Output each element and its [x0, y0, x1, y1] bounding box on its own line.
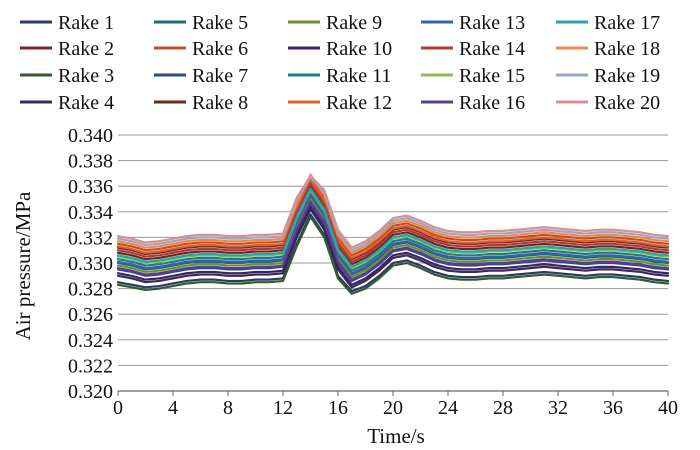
legend-label: Rake 19 [594, 65, 660, 87]
y-tick-label: 0.336 [68, 176, 113, 198]
legend-item: Rake 1 [20, 12, 114, 34]
y-tick-label: 0.332 [68, 227, 113, 249]
x-axis-title: Time/s [367, 424, 425, 448]
legend-item: Rake 2 [20, 38, 114, 60]
legend-label: Rake 6 [192, 38, 248, 60]
legend-item: Rake 9 [288, 12, 382, 34]
x-tick-labels: 0 4 8 12 16 20 24 28 32 36 40 [113, 397, 678, 419]
y-tick-label: 0.320 [68, 381, 113, 403]
legend-label: Rake 7 [192, 65, 248, 87]
series-line-rake-18 [116, 173, 670, 254]
series-line-rake-4 [116, 208, 670, 289]
legend-item: Rake 4 [20, 92, 114, 114]
legend-item: Rake 13 [421, 12, 525, 34]
legend-item: Rake 11 [288, 65, 391, 87]
x-tick-label: 16 [328, 397, 348, 419]
legend-label: Rake 11 [326, 65, 391, 87]
legend-item: Rake 18 [556, 38, 660, 60]
legend-label: Rake 18 [594, 38, 660, 60]
legend-label: Rake 12 [326, 92, 392, 114]
y-tick-label: 0.330 [68, 253, 113, 275]
series-line-rake-17 [116, 187, 670, 268]
y-tick-label: 0.324 [68, 330, 113, 352]
legend-label: Rake 9 [326, 12, 382, 34]
series-line-rake-14 [116, 182, 670, 263]
legend-item: Rake 7 [154, 65, 248, 87]
legend-label: Rake 1 [58, 12, 114, 34]
y-tick-label: 0.326 [68, 304, 113, 326]
legend-item: Rake 17 [556, 12, 660, 34]
legend-label: Rake 2 [58, 38, 114, 60]
y-tick-label: 0.328 [68, 279, 113, 301]
series-line-rake-16 [116, 200, 670, 281]
y-tick-labels: 0.320 0.322 0.324 0.326 0.328 0.330 0.332 0.334… [68, 125, 113, 403]
x-tick-label: 28 [493, 397, 513, 419]
y-axis-title: Air pressure/MPa [11, 191, 35, 340]
legend-item: Rake 10 [288, 38, 392, 60]
x-tick-label: 40 [658, 397, 678, 419]
x-tick-label: 0 [113, 397, 123, 419]
series-line-rake-9 [116, 197, 670, 279]
legend-item: Rake 14 [421, 38, 525, 60]
legend-label: Rake 17 [594, 12, 660, 34]
y-tick-label: 0.322 [68, 355, 113, 377]
legend-item: Rake 8 [154, 92, 248, 114]
legend-label: Rake 16 [459, 92, 525, 114]
legend: Rake 1 Rake 2 Rake 3 Rake 4 Rake 5 Rake 6 Rake… [20, 12, 660, 114]
x-tick-label: 12 [273, 397, 293, 419]
x-tick-label: 36 [603, 397, 623, 419]
series-line-rake-20 [116, 174, 670, 249]
y-tick-label: 0.340 [68, 125, 113, 147]
series-line-rake-12 [116, 178, 670, 259]
legend-label: Rake 20 [594, 92, 660, 114]
legend-label: Rake 10 [326, 38, 392, 60]
series-line-rake-1 [116, 213, 670, 293]
legend-label: Rake 5 [192, 12, 248, 34]
y-tick-label: 0.338 [68, 151, 113, 173]
legend-item: Rake 3 [20, 65, 114, 87]
legend-item: Rake 16 [421, 92, 525, 114]
series-line-rake-6 [116, 176, 670, 257]
x-tick-label: 24 [438, 397, 458, 419]
legend-label: Rake 8 [192, 92, 248, 114]
series-line-rake-8 [116, 185, 670, 266]
legend-label: Rake 15 [459, 65, 525, 87]
axes [117, 390, 669, 396]
x-tick-label: 20 [383, 397, 403, 419]
legend-item: Rake 12 [288, 92, 392, 114]
series-line-rake-3 [116, 215, 670, 295]
legend-item: Rake 20 [556, 92, 660, 114]
legend-item: Rake 15 [421, 65, 525, 87]
legend-item: Rake 5 [154, 12, 248, 34]
legend-label: Rake 4 [58, 92, 114, 114]
legend-label: Rake 13 [459, 12, 525, 34]
x-tick-label: 32 [548, 397, 568, 419]
legend-item: Rake 19 [556, 65, 660, 87]
series-line-rake-10 [116, 205, 670, 286]
series-lines [116, 173, 670, 295]
y-tick-label: 0.334 [68, 202, 113, 224]
legend-item: Rake 6 [154, 38, 248, 60]
x-tick-label: 8 [223, 397, 233, 419]
series-line-rake-19 [116, 176, 670, 252]
series-line-rake-11 [116, 191, 670, 272]
legend-label: Rake 14 [459, 38, 525, 60]
x-tick-label: 4 [168, 397, 178, 419]
series-line-rake-13 [116, 194, 670, 275]
legend-label: Rake 3 [58, 65, 114, 87]
